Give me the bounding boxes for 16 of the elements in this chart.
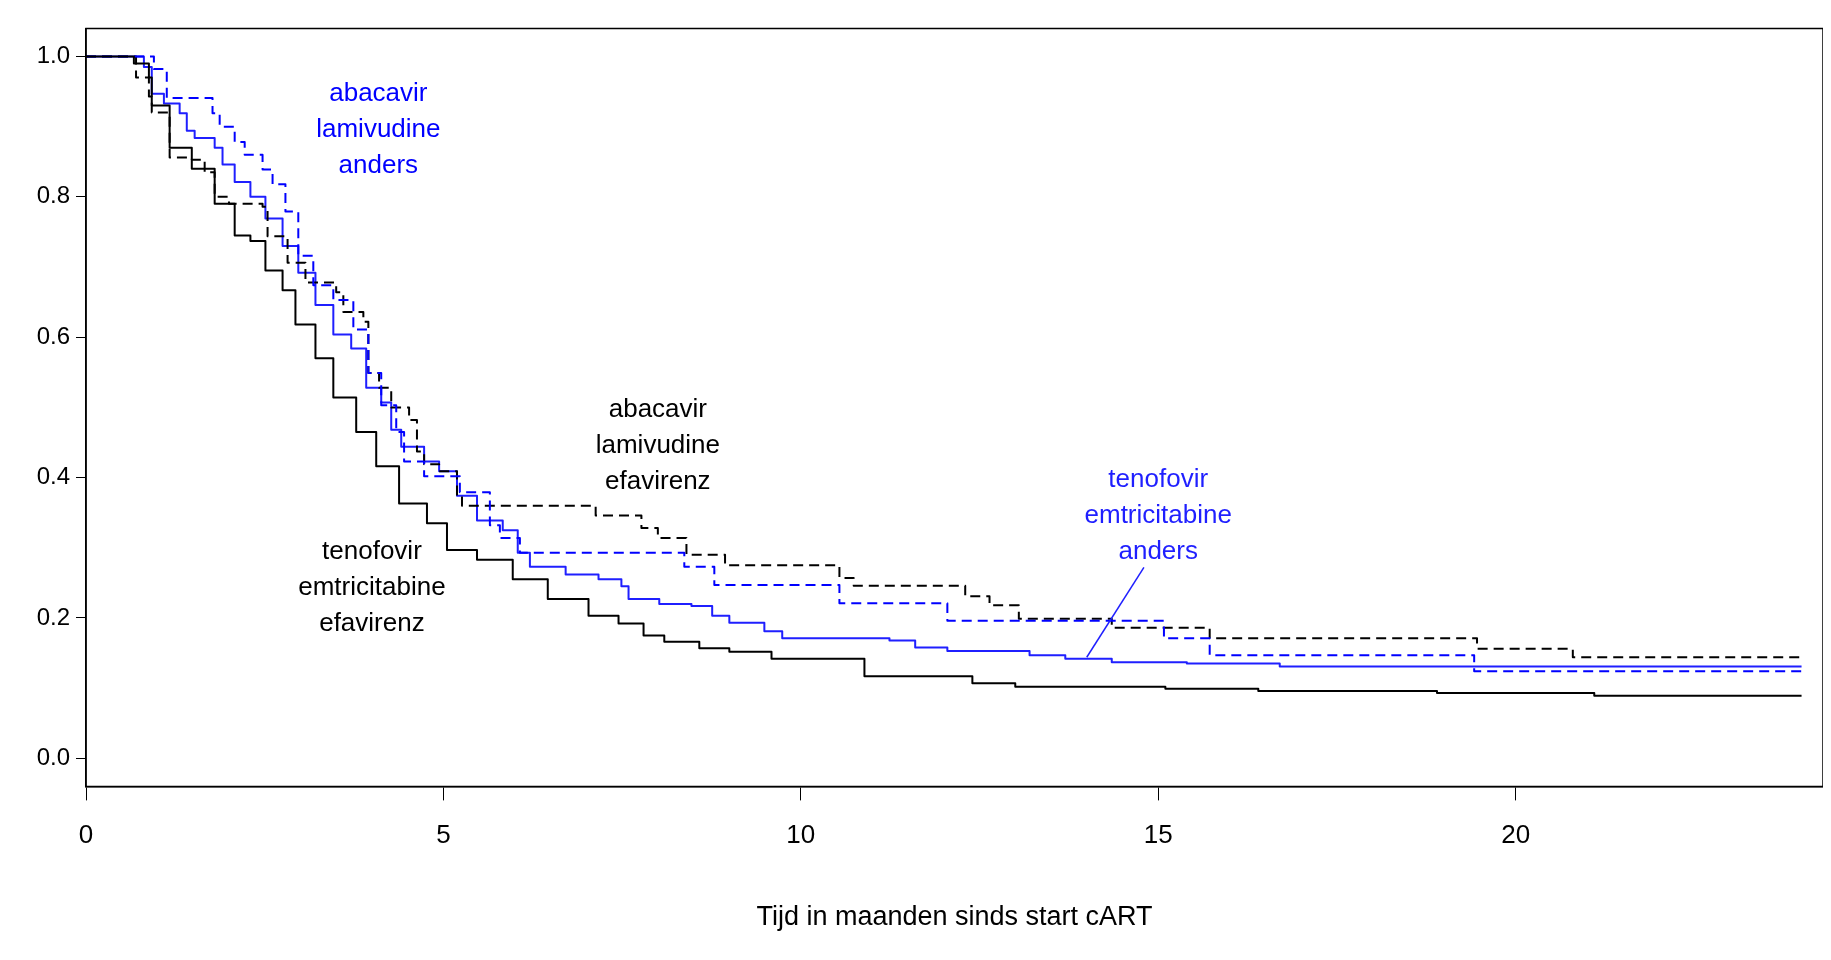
y-tick-label: 0.8 [36, 181, 70, 209]
series-label: abacavir lamivudine efavirenz [595, 393, 720, 496]
text: tenofovir emtricitabine anders [1084, 462, 1232, 565]
series-label: tenofovir emtricitabine efavirenz [298, 534, 446, 637]
y-tick-label: 0.2 [36, 602, 70, 630]
y-tick-label: 1.0 [36, 41, 70, 69]
x-tick-label: 20 [1501, 819, 1531, 850]
x-axis-title: Tijd in maanden sinds start cART [756, 901, 1153, 932]
y-tick-label: 0.0 [36, 742, 70, 770]
x-tick-label: 10 [786, 819, 816, 850]
y-tick-label: 0.4 [36, 462, 70, 490]
x-tick-label: 5 [436, 819, 451, 850]
x-tick-label: 15 [1143, 819, 1173, 850]
series-label: abacavir lamivudine anders [316, 76, 441, 179]
x-tick-label: 0 [78, 819, 94, 850]
y-tick-label: 0.6 [36, 321, 70, 349]
